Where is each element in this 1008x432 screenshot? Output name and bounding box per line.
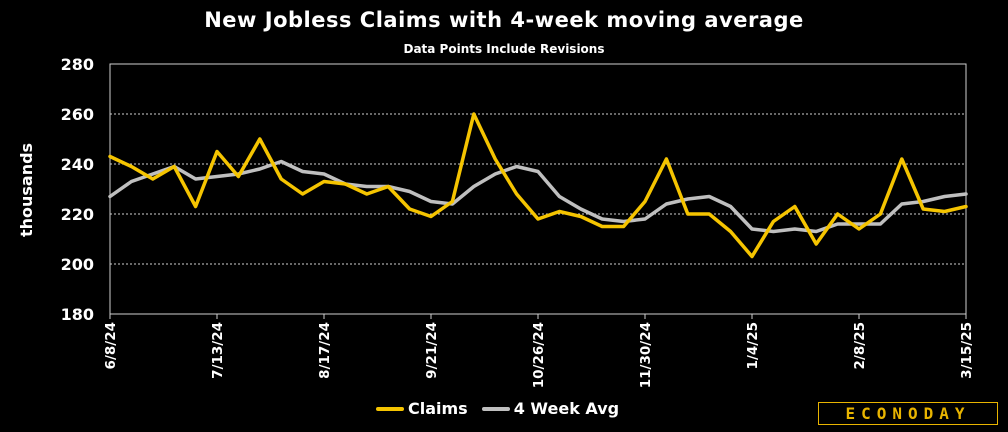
series-line-4-week-avg <box>108 159 968 234</box>
x-tick-label: 8/17/24 <box>317 322 333 379</box>
y-tick-label: 180 <box>61 305 94 324</box>
y-axis-label: thousands <box>17 143 36 237</box>
y-tick-label: 260 <box>61 105 94 124</box>
legend-swatch-claims <box>376 406 404 411</box>
legend-label-claims: Claims <box>408 399 468 418</box>
y-tick-label: 240 <box>61 155 94 174</box>
legend-item-4-week-avg: 4 Week Avg <box>481 399 620 418</box>
x-tick-label: 9/21/24 <box>424 322 440 379</box>
chart-subtitle: Data Points Include Revisions <box>403 42 605 56</box>
x-axis-ticks: 6/8/24 7/13/24 8/17/24 9/21/24 10/26/24 11/30… <box>103 314 975 388</box>
x-tick-label: 6/8/24 <box>103 322 119 369</box>
plot-frame <box>109 63 967 315</box>
legend-item-claims: Claims <box>376 399 468 418</box>
x-tick-label: 1/4/25 <box>745 322 761 369</box>
x-tick-label: 7/13/24 <box>210 322 226 379</box>
series-layer <box>108 112 968 259</box>
x-tick-label: 3/15/25 <box>959 322 975 379</box>
econoday-logo: ECONODAY <box>818 402 998 425</box>
legend-label-4-week-avg: 4 Week Avg <box>513 399 620 418</box>
y-tick-label: 220 <box>61 205 94 224</box>
x-tick-label: 2/8/25 <box>852 322 868 369</box>
grid-layer <box>109 63 967 315</box>
chart-title: New Jobless Claims with 4-week moving av… <box>204 8 804 32</box>
y-tick-label: 200 <box>61 255 94 274</box>
x-tick-label: 11/30/24 <box>638 322 654 388</box>
legend: Claims 4 Week Avg <box>376 399 633 418</box>
y-tick-label: 280 <box>61 55 94 74</box>
x-tick-label: 10/26/24 <box>531 322 547 388</box>
series-line-claims <box>108 112 968 259</box>
legend-swatch-4-week-avg <box>481 406 510 411</box>
y-axis-ticks: 180 200 220 240 260 280 <box>61 55 94 324</box>
